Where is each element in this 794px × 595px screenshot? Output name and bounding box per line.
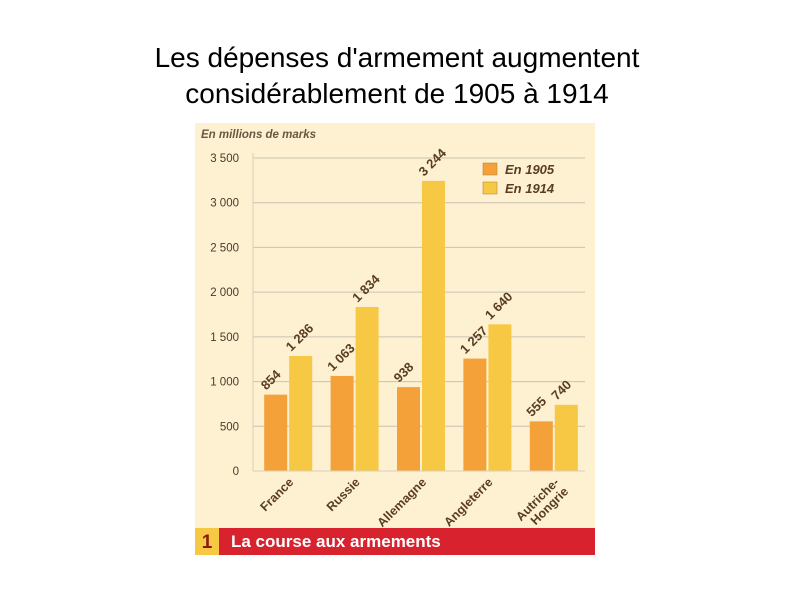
legend-swatch-1 (482, 181, 498, 195)
bars (264, 180, 578, 471)
y-tick-label: 1 500 (210, 332, 239, 344)
chart-background (195, 123, 595, 555)
legend: En 1905 En 1914 (482, 162, 555, 196)
figure-caption: La course aux armements (231, 532, 441, 551)
y-tick-label: 1 000 (210, 377, 239, 389)
legend-label: En 1905 (505, 162, 555, 177)
y-tick-label: 3 000 (210, 198, 239, 210)
slide-title-line-2: considérablement de 1905 à 1914 (185, 78, 609, 109)
bar-1905-autriche-hongrie (529, 421, 553, 471)
bar-1914-russie (355, 306, 379, 471)
y-axis: 0 500 1 000 1 500 2 000 2 500 3 000 3 500 (210, 153, 585, 478)
unit-label: En millions de marks (201, 129, 316, 141)
y-tick-label: 0 (233, 466, 239, 478)
bar-1905-france (264, 394, 288, 471)
bar-1914-angleterre (488, 324, 512, 471)
bar-1905-angleterre (463, 358, 487, 471)
legend-swatch-0 (482, 162, 498, 176)
y-tick-label: 2 000 (210, 287, 239, 299)
bar-1914-allemagne (422, 180, 445, 471)
legend-label: En 1914 (505, 181, 555, 196)
figure-number-box (195, 528, 219, 555)
y-tick-label: 3 500 (210, 153, 239, 165)
caption-bar (195, 528, 595, 555)
bar-1914-france (289, 355, 313, 471)
slide-title: Les dépenses d'armement augmentent consi… (0, 40, 794, 112)
slide-title-line-1: Les dépenses d'armement augmentent (154, 42, 640, 73)
y-tick-label: 500 (220, 421, 239, 433)
bar-1905-russie (330, 375, 354, 471)
figure-number: 1 (202, 532, 213, 553)
figure: 854 1 286 1 063 1 834 938 3 244 1 257 1 640 555 7… (195, 123, 595, 555)
y-tick-label: 2 500 (210, 242, 239, 254)
bar-1914-autriche-hongrie (554, 404, 578, 471)
bar-1905-allemagne (397, 387, 420, 471)
